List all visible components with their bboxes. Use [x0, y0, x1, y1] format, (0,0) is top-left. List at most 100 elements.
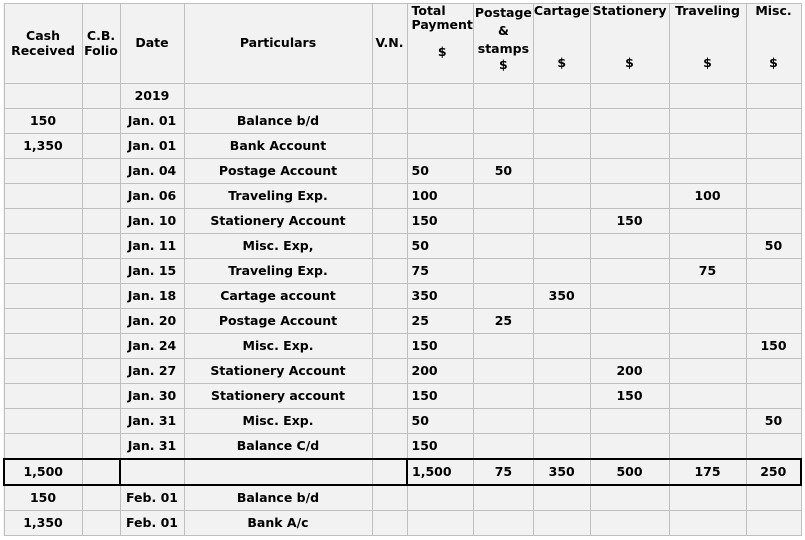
cell-traveling[interactable]: [668, 510, 747, 536]
cell-traveling[interactable]: 100: [668, 183, 747, 209]
cell-traveling[interactable]: [668, 208, 747, 234]
cell-stationery[interactable]: [589, 183, 670, 209]
cell-date[interactable]: [119, 458, 185, 486]
cell-misc[interactable]: 50: [745, 408, 802, 434]
cell-traveling[interactable]: 175: [668, 458, 747, 486]
cell-cartage[interactable]: [532, 108, 591, 134]
cell-traveling[interactable]: [668, 433, 747, 460]
cell-postage[interactable]: [472, 433, 534, 460]
cell-folio[interactable]: [81, 133, 121, 159]
cell-vn[interactable]: [371, 433, 408, 460]
cell-date[interactable]: 2019: [119, 83, 185, 109]
cell-folio[interactable]: [81, 233, 121, 259]
cell-vn[interactable]: [371, 383, 408, 409]
cell-postage[interactable]: [472, 208, 534, 234]
cell-misc[interactable]: [745, 108, 802, 134]
cell-misc[interactable]: [745, 83, 802, 109]
cell-folio[interactable]: [81, 358, 121, 384]
cell-traveling[interactable]: [668, 333, 747, 359]
cell-cash[interactable]: [3, 258, 83, 284]
header-stationery[interactable]: Stationery $: [589, 3, 670, 84]
cell-folio[interactable]: [81, 433, 121, 460]
cell-total[interactable]: 50: [406, 158, 474, 184]
cell-particulars[interactable]: Stationery Account: [183, 358, 373, 384]
cell-vn[interactable]: [371, 183, 408, 209]
cell-misc[interactable]: [745, 510, 802, 536]
cell-folio[interactable]: [81, 308, 121, 334]
cell-misc[interactable]: [745, 433, 802, 460]
cell-postage[interactable]: 25: [472, 308, 534, 334]
cell-postage[interactable]: [472, 358, 534, 384]
cell-stationery[interactable]: [589, 83, 670, 109]
cell-traveling[interactable]: [668, 108, 747, 134]
cell-postage[interactable]: [472, 108, 534, 134]
cell-particulars[interactable]: Balance C/d: [183, 433, 373, 460]
cell-stationery[interactable]: [589, 510, 670, 536]
cell-cartage[interactable]: [532, 83, 591, 109]
cell-date[interactable]: Feb. 01: [119, 510, 185, 536]
cell-particulars[interactable]: Stationery Account: [183, 208, 373, 234]
cell-date[interactable]: Jan. 10: [119, 208, 185, 234]
cell-vn[interactable]: [371, 458, 408, 486]
cell-cartage[interactable]: 350: [532, 283, 591, 309]
cell-cartage[interactable]: [532, 308, 591, 334]
cell-traveling[interactable]: [668, 158, 747, 184]
cell-postage[interactable]: [472, 83, 534, 109]
cell-postage[interactable]: [472, 408, 534, 434]
cell-total[interactable]: 150: [406, 433, 474, 460]
cell-cash[interactable]: [3, 183, 83, 209]
cell-stationery[interactable]: [589, 108, 670, 134]
cell-total[interactable]: 100: [406, 183, 474, 209]
cell-stationery[interactable]: [589, 283, 670, 309]
cell-date[interactable]: Jan. 15: [119, 258, 185, 284]
cell-particulars[interactable]: [183, 83, 373, 109]
cell-date[interactable]: Jan. 31: [119, 433, 185, 460]
cell-cash[interactable]: 150: [3, 484, 83, 511]
cell-vn[interactable]: [371, 283, 408, 309]
cell-traveling[interactable]: [668, 408, 747, 434]
cell-folio[interactable]: [81, 333, 121, 359]
cell-folio[interactable]: [81, 158, 121, 184]
cell-cash[interactable]: [3, 433, 83, 460]
cell-date[interactable]: Jan. 01: [119, 133, 185, 159]
cell-postage[interactable]: [472, 183, 534, 209]
cell-particulars[interactable]: Postage Account: [183, 308, 373, 334]
cell-vn[interactable]: [371, 484, 408, 511]
cell-cartage[interactable]: [532, 258, 591, 284]
cell-stationery[interactable]: [589, 333, 670, 359]
cell-misc[interactable]: 50: [745, 233, 802, 259]
header-vn[interactable]: V.N.: [371, 3, 408, 84]
cell-folio[interactable]: [81, 183, 121, 209]
cell-vn[interactable]: [371, 358, 408, 384]
header-cartage[interactable]: Cartage $: [532, 3, 591, 84]
cell-stationery[interactable]: [589, 433, 670, 460]
cell-cash[interactable]: [3, 158, 83, 184]
cell-postage[interactable]: 75: [472, 458, 534, 486]
cell-cash[interactable]: [3, 83, 83, 109]
cell-postage[interactable]: [472, 333, 534, 359]
cell-cash[interactable]: 1,350: [3, 133, 83, 159]
cell-date[interactable]: Jan. 24: [119, 333, 185, 359]
cell-date[interactable]: Jan. 06: [119, 183, 185, 209]
cell-cartage[interactable]: [532, 484, 591, 511]
cell-stationery[interactable]: 150: [589, 383, 670, 409]
cell-cartage[interactable]: [532, 383, 591, 409]
cell-particulars[interactable]: Bank Account: [183, 133, 373, 159]
cell-date[interactable]: Jan. 18: [119, 283, 185, 309]
cell-misc[interactable]: 250: [745, 458, 802, 486]
cell-traveling[interactable]: [668, 484, 747, 511]
cell-cartage[interactable]: [532, 510, 591, 536]
cell-folio[interactable]: [81, 208, 121, 234]
cell-misc[interactable]: 150: [745, 333, 802, 359]
cell-cash[interactable]: 1,350: [3, 510, 83, 536]
cell-cash[interactable]: [3, 208, 83, 234]
cell-postage[interactable]: [472, 484, 534, 511]
cell-total[interactable]: 50: [406, 408, 474, 434]
cell-total[interactable]: 200: [406, 358, 474, 384]
header-cb-folio[interactable]: C.B. Folio: [81, 3, 121, 84]
cell-stationery[interactable]: 500: [589, 458, 670, 486]
cell-misc[interactable]: [745, 308, 802, 334]
cell-vn[interactable]: [371, 208, 408, 234]
cell-particulars[interactable]: [183, 458, 373, 486]
cell-postage[interactable]: [472, 258, 534, 284]
